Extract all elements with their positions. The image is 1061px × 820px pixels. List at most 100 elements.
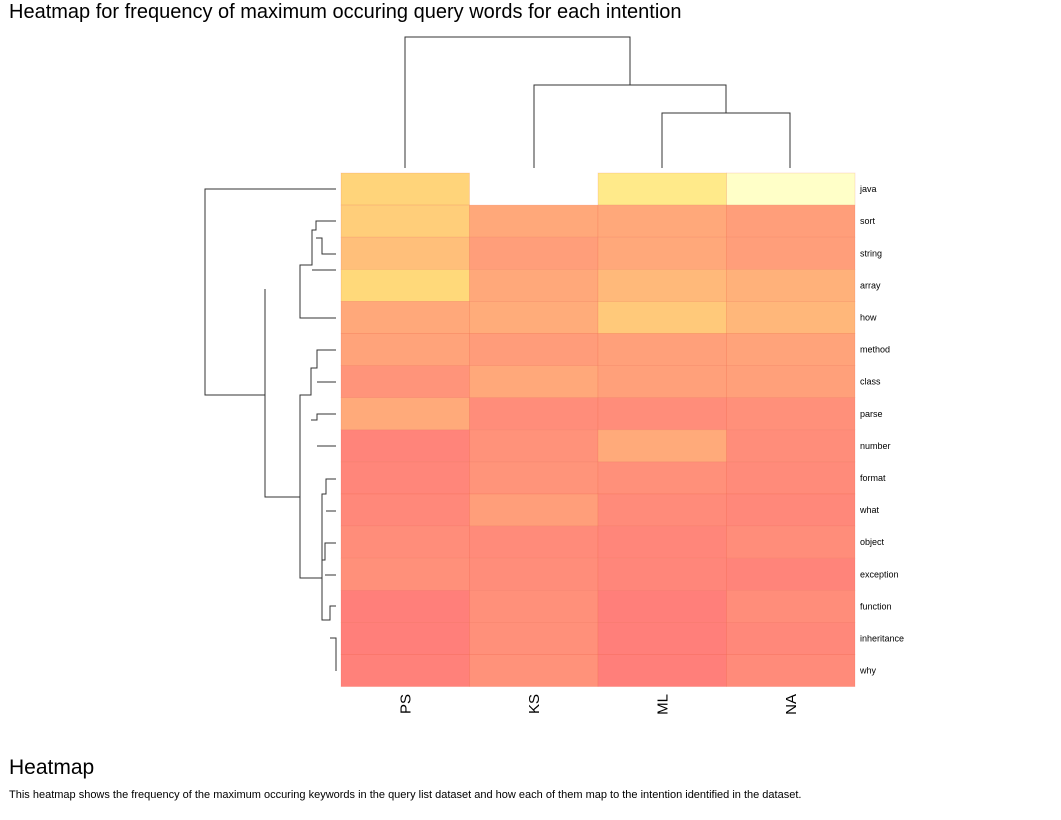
heatmap-cell-array-ML bbox=[597, 268, 727, 302]
heatmap-cell-class-KS bbox=[469, 365, 599, 399]
row-label-sort: sort bbox=[860, 216, 876, 226]
column-label-PS: PS bbox=[397, 694, 414, 714]
row-label-method: method bbox=[860, 345, 890, 355]
row-label-exception: exception bbox=[860, 569, 899, 579]
row-dendrogram-branch-1 bbox=[204, 188, 336, 396]
section-description: This heatmap shows the frequency of the … bbox=[9, 789, 802, 801]
heatmap-cell-inheritance-ML bbox=[597, 622, 727, 655]
heatmap-cell-exception-NA bbox=[726, 557, 856, 591]
heatmap-cell-object-NA bbox=[726, 525, 856, 559]
heatmap-cell-object-KS bbox=[469, 525, 599, 559]
heatmap-cell-function-KS bbox=[469, 589, 599, 623]
heatmap-cell-class-PS bbox=[340, 365, 470, 399]
heatmap-cell-string-PS bbox=[340, 236, 470, 270]
heatmap-cell-number-ML bbox=[597, 429, 727, 463]
heatmap-cell-function-NA bbox=[726, 589, 856, 623]
row-label-number: number bbox=[860, 441, 891, 451]
heatmap-cell-exception-ML bbox=[597, 557, 727, 591]
heatmap-cell-string-NA bbox=[726, 236, 856, 270]
row-labels: java sort string array how method class parse nu… bbox=[859, 184, 904, 676]
heatmap-cell-sort-PS bbox=[340, 204, 470, 238]
heatmap-cell-string-KS bbox=[469, 236, 599, 270]
heatmap-chart: java sort string array how method class parse nu… bbox=[204, 36, 904, 715]
heatmap-cell-parse-KS bbox=[469, 397, 599, 431]
heatmap-cell-format-PS bbox=[340, 461, 470, 495]
row-label-format: format bbox=[860, 473, 886, 483]
heatmap-cell-array-NA bbox=[726, 268, 856, 302]
heatmap-cell-why-ML bbox=[597, 654, 727, 687]
row-label-object: object bbox=[860, 537, 885, 547]
column-label-ML: ML bbox=[654, 694, 671, 715]
row-label-class: class bbox=[860, 377, 881, 387]
row-label-what: what bbox=[859, 505, 880, 515]
heatmap-cell-object-PS bbox=[340, 525, 470, 559]
heatmap-cell-why-PS bbox=[340, 654, 470, 687]
chart-title: Heatmap for frequency of maximum occurin… bbox=[9, 1, 682, 23]
heatmap-cell-array-PS bbox=[340, 268, 470, 302]
heatmap-cell-how-PS bbox=[340, 301, 470, 334]
heatmap-cell-number-NA bbox=[726, 429, 856, 463]
row-dendrogram bbox=[204, 188, 337, 671]
heatmap-cell-sort-KS bbox=[469, 204, 599, 238]
row-dendrogram-branch-6 bbox=[321, 578, 337, 671]
row-dendrogram-branch-3 bbox=[299, 220, 336, 319]
heatmap-cell-parse-PS bbox=[340, 397, 470, 431]
row-label-array: array bbox=[860, 280, 881, 290]
row-dendrogram-branch-4 bbox=[299, 349, 336, 497]
column-label-NA: NA bbox=[783, 694, 800, 715]
heatmap-cell-parse-ML bbox=[597, 397, 727, 431]
column-dendrogram-root bbox=[404, 36, 631, 168]
heatmap-cell-why-KS bbox=[469, 654, 599, 687]
heatmap-cells bbox=[340, 172, 856, 687]
column-dendrogram-ks-branch bbox=[533, 84, 727, 168]
heatmap-cell-sort-ML bbox=[597, 204, 727, 238]
heatmap-cell-object-ML bbox=[597, 525, 727, 559]
heatmap-cell-java-ML bbox=[597, 172, 727, 206]
heatmap-cell-java-PS bbox=[340, 172, 470, 206]
heatmap-cell-string-ML bbox=[597, 236, 727, 270]
heatmap-cell-what-KS bbox=[469, 493, 599, 527]
heatmap-cell-inheritance-NA bbox=[726, 622, 856, 655]
heatmap-cell-inheritance-PS bbox=[340, 622, 470, 655]
row-dendrogram-branch-2 bbox=[264, 289, 300, 498]
heatmap-cell-function-ML bbox=[597, 589, 727, 623]
heatmap-cell-how-KS bbox=[469, 301, 599, 334]
row-dendrogram-branch-5 bbox=[299, 478, 336, 579]
heatmap-cell-method-NA bbox=[726, 333, 856, 366]
heatmap-cell-number-KS bbox=[469, 429, 599, 463]
heatmap-cell-exception-PS bbox=[340, 557, 470, 591]
heatmap-cell-sort-NA bbox=[726, 204, 856, 238]
column-dendrogram bbox=[404, 36, 791, 168]
heatmap-cell-how-NA bbox=[726, 301, 856, 334]
heatmap-cell-format-NA bbox=[726, 461, 856, 495]
row-label-java: java bbox=[859, 184, 877, 194]
row-label-why: why bbox=[859, 666, 877, 676]
column-dendrogram-ml-na bbox=[661, 112, 791, 168]
heatmap-cell-what-ML bbox=[597, 493, 727, 527]
heatmap-cell-why-NA bbox=[726, 654, 856, 687]
heatmap-cell-what-PS bbox=[340, 493, 470, 527]
row-label-how: how bbox=[860, 312, 877, 322]
heatmap-cell-format-ML bbox=[597, 461, 727, 495]
column-labels: PS KS ML NA bbox=[397, 694, 800, 715]
section-heading: Heatmap bbox=[9, 756, 95, 779]
row-label-parse: parse bbox=[860, 409, 883, 419]
heatmap-cell-parse-NA bbox=[726, 397, 856, 431]
heatmap-cell-method-PS bbox=[340, 333, 470, 366]
heatmap-cell-exception-KS bbox=[469, 557, 599, 591]
heatmap-cell-number-PS bbox=[340, 429, 470, 463]
heatmap-cell-format-KS bbox=[469, 461, 599, 495]
heatmap-cell-method-ML bbox=[597, 333, 727, 366]
heatmap-cell-class-NA bbox=[726, 365, 856, 399]
heatmap-cell-inheritance-KS bbox=[469, 622, 599, 655]
heatmap-cell-function-PS bbox=[340, 589, 470, 623]
row-label-string: string bbox=[860, 248, 882, 258]
heatmap-cell-class-ML bbox=[597, 365, 727, 399]
heatmap-cell-what-NA bbox=[726, 493, 856, 527]
row-label-function: function bbox=[860, 601, 892, 611]
heatmap-cell-array-KS bbox=[469, 268, 599, 302]
column-label-KS: KS bbox=[526, 694, 543, 714]
heatmap-cell-how-ML bbox=[597, 301, 727, 334]
row-label-inheritance: inheritance bbox=[860, 633, 904, 643]
heatmap-cell-method-KS bbox=[469, 333, 599, 366]
